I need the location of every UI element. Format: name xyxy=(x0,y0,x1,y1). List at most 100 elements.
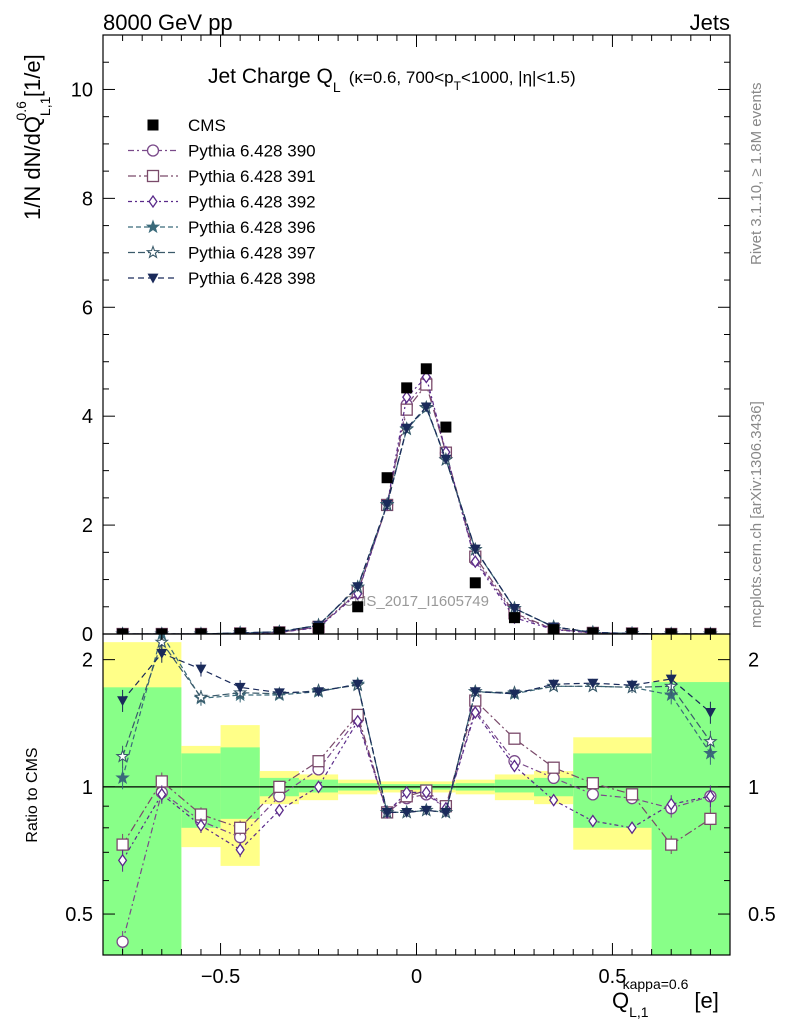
cms-point xyxy=(440,421,452,433)
title-cond-a: (κ=0.6, 700<p xyxy=(349,68,454,87)
ratio-band-inner-11 xyxy=(651,682,730,955)
ratio-point xyxy=(470,705,480,720)
legend-item: Pythia 6.428 390 xyxy=(128,142,316,161)
ratio-uncertainty-bands xyxy=(103,634,730,955)
ratio-y-tick-label: 0.5 xyxy=(65,904,93,926)
rivet-label: Rivet 3.1.10, ≥ 1.8M events xyxy=(748,83,765,266)
ratio-plot-area xyxy=(115,634,718,954)
ratio-point xyxy=(312,755,325,768)
energy-label: 8000 GeV pp xyxy=(103,10,233,35)
cms-point xyxy=(508,612,520,624)
ratio-point xyxy=(547,771,560,785)
title-main-sub: L xyxy=(333,79,341,95)
x-label-sup: kappa=0.6 xyxy=(623,976,689,992)
main-point xyxy=(470,554,480,569)
x-label-unit: [e] xyxy=(694,988,718,1013)
ratio-point xyxy=(508,689,520,700)
x-label-sub: L,1 xyxy=(629,1004,649,1020)
ratio-point xyxy=(587,678,599,689)
main-y-tick-label: 4 xyxy=(82,406,93,428)
ratio-point xyxy=(402,785,412,800)
category-label: Jets xyxy=(690,10,730,35)
ratio-point xyxy=(440,808,452,818)
cms-point xyxy=(352,601,364,613)
legend-marker xyxy=(147,119,159,131)
ratio-band-inner-0 xyxy=(103,687,182,955)
ratio-point xyxy=(421,785,431,800)
legend-item: Pythia 6.428 396 xyxy=(128,218,316,237)
ratio-point xyxy=(115,748,130,763)
ratio-point xyxy=(116,838,129,851)
legend-marker xyxy=(145,219,161,234)
ratio-point xyxy=(704,812,717,825)
main-y-tick-label: 6 xyxy=(82,297,93,319)
axes: 0 2 4 6 8 10 −0.5 0 0.5 0.5 0.5 1 1 2 2 xyxy=(65,34,776,988)
ratio-point xyxy=(156,648,168,659)
ratio-point xyxy=(234,682,246,693)
ratio-point xyxy=(155,775,168,788)
cms-point xyxy=(401,382,413,394)
ratio-point xyxy=(588,814,598,828)
legend-label: CMS xyxy=(188,116,226,135)
watermark: CMS_2017_I1605749 xyxy=(343,593,489,610)
ratio-series-pythia-6-428-398 xyxy=(117,644,716,818)
ratio-point xyxy=(196,818,206,833)
cms-point xyxy=(469,577,481,589)
main-point xyxy=(352,582,364,593)
main-point xyxy=(469,544,481,555)
ratio-point xyxy=(586,788,599,801)
main-point xyxy=(381,499,393,510)
ratio-point xyxy=(549,793,559,807)
legend-marker xyxy=(146,169,160,183)
legend-label: Pythia 6.428 390 xyxy=(188,142,316,161)
ratio-point xyxy=(193,689,209,704)
legend-label: Pythia 6.428 397 xyxy=(188,244,316,263)
ratio-band-inner-2 xyxy=(220,747,260,819)
ratio-point xyxy=(509,759,520,773)
ratio-point xyxy=(704,708,716,718)
ratio-point xyxy=(666,797,676,811)
ratio-point xyxy=(234,821,247,834)
ratio-point xyxy=(117,853,128,867)
ratio-point xyxy=(157,787,167,801)
ratio-point xyxy=(274,803,284,817)
mcplots-label: mcplots.cern.ch [arXiv:1306.3436] xyxy=(748,401,765,628)
x-axis-label: QL,1 kappa=0.6 [e] xyxy=(612,976,719,1020)
ratio-point xyxy=(381,808,393,818)
main-y-tick-label: 2 xyxy=(82,515,93,537)
ratio-y-tick-label-right: 1 xyxy=(748,777,759,799)
ratio-point xyxy=(665,838,678,851)
ratio-point xyxy=(625,788,639,801)
legend-marker xyxy=(148,194,158,209)
ratio-point xyxy=(586,777,599,790)
ratio-line-5 xyxy=(122,652,711,814)
legend-label: Pythia 6.428 391 xyxy=(188,167,316,186)
main-point xyxy=(508,604,520,614)
ratio-point xyxy=(195,664,207,675)
ratio-point xyxy=(469,687,481,698)
main-point xyxy=(402,390,412,404)
ratio-line-4 xyxy=(122,640,711,814)
ratio-line-0 xyxy=(122,708,711,942)
y-label-main: 1/N dN/dQ xyxy=(20,116,45,220)
ratio-y-label: Ratio to CMS xyxy=(24,747,41,842)
ratio-point xyxy=(626,680,638,691)
ratio-y-tick-label-right: 2 xyxy=(748,650,759,672)
ratio-point xyxy=(627,821,637,835)
title-cond-b: <1000, |η|<1.5) xyxy=(461,68,576,87)
legend-label: Pythia 6.428 392 xyxy=(188,193,316,212)
ratio-point xyxy=(420,805,432,816)
ratio-point xyxy=(547,761,560,774)
cms-point xyxy=(381,472,393,484)
ratio-point xyxy=(665,674,677,685)
x-tick-label: −0.5 xyxy=(201,966,240,988)
legend-label: Pythia 6.428 396 xyxy=(188,218,316,237)
cms-point xyxy=(420,363,432,375)
ratio-point xyxy=(352,679,364,690)
ratio-point xyxy=(116,935,129,948)
ratio-series-group xyxy=(115,634,718,954)
main-point xyxy=(401,423,413,434)
ratio-y-tick-label: 1 xyxy=(82,777,93,799)
legend-item: Pythia 6.428 392 xyxy=(128,193,316,212)
